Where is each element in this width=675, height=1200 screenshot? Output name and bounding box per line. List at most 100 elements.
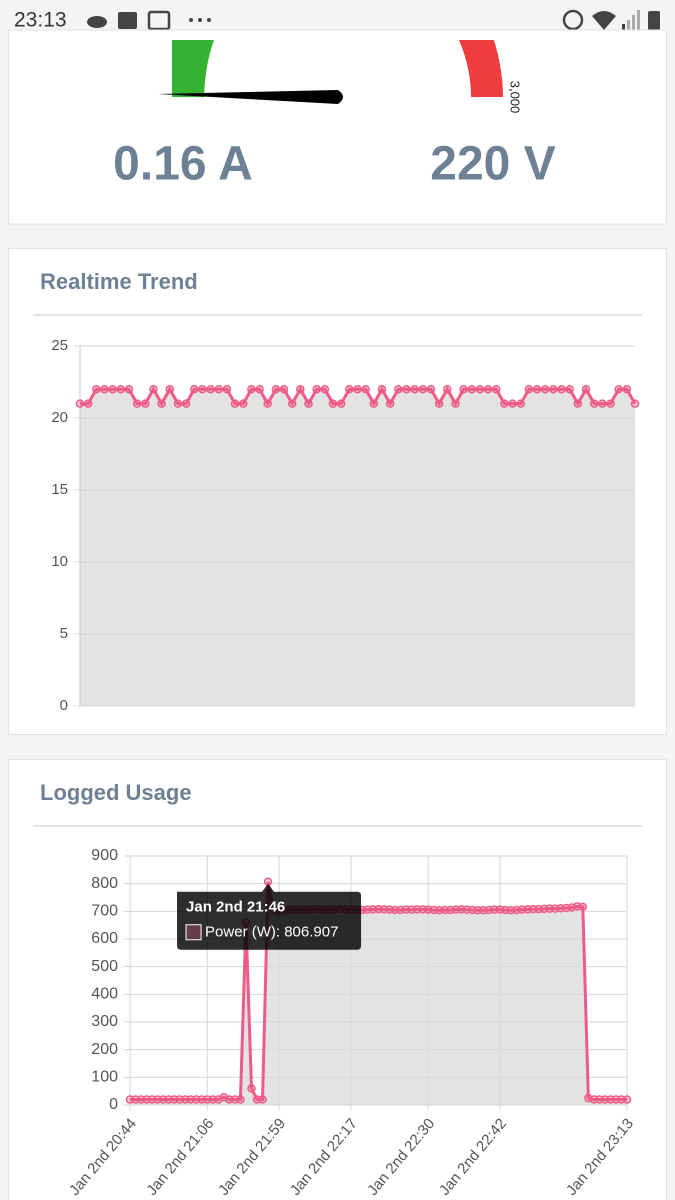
gauge-needle (158, 90, 343, 104)
point (467, 384, 477, 394)
point (549, 384, 558, 394)
point (312, 384, 321, 394)
gauge-value: 0.16 A (113, 138, 253, 191)
point (165, 384, 175, 394)
point (475, 384, 485, 394)
point (236, 1095, 245, 1104)
point (426, 384, 436, 394)
point (271, 384, 281, 394)
line (80, 386, 637, 407)
point (532, 384, 542, 394)
point (92, 384, 101, 394)
point (573, 399, 583, 408)
status-icons (87, 9, 660, 31)
point (385, 399, 395, 408)
point (173, 399, 183, 408)
point (296, 384, 305, 394)
point (524, 384, 534, 394)
point (320, 384, 330, 394)
point (230, 399, 240, 408)
y-tick-label: 500 (91, 958, 118, 975)
point (83, 399, 93, 408)
y-tick-label: 100 (91, 1069, 118, 1086)
point (581, 384, 591, 394)
point (132, 399, 142, 408)
y-tick-label: 10 (51, 553, 68, 570)
tooltip-title: Jan 2nd 21:46 (186, 899, 285, 916)
point (410, 384, 419, 394)
gauge-card (8, 29, 667, 225)
point (198, 384, 207, 394)
tooltip-swatch (185, 924, 202, 941)
point (190, 384, 199, 394)
y-tick-label: 20 (51, 409, 68, 426)
point (516, 399, 525, 408)
point (247, 384, 256, 394)
y-tick-label: 400 (91, 986, 118, 1003)
point (100, 384, 109, 394)
y-tick-label: 5 (60, 625, 68, 642)
point (361, 384, 370, 394)
point (459, 384, 468, 394)
y-tick-label: 900 (91, 847, 118, 864)
point (157, 399, 166, 408)
point (622, 1095, 632, 1104)
chart-title: Logged Usage (40, 780, 192, 805)
point (238, 399, 248, 408)
point (304, 399, 313, 408)
point (206, 384, 215, 394)
point (606, 399, 615, 408)
point (614, 384, 623, 394)
point (287, 399, 297, 408)
area (80, 389, 635, 706)
point (508, 399, 517, 408)
y-tick-label: 15 (51, 481, 68, 498)
point (222, 384, 232, 394)
point (247, 1084, 256, 1093)
point (353, 384, 362, 394)
point (589, 399, 599, 408)
point (345, 384, 354, 394)
point (500, 399, 509, 408)
y-tick-label: 300 (91, 1013, 118, 1030)
gauge-arc (172, 40, 214, 97)
point (116, 384, 126, 394)
y-tick-label: 25 (51, 337, 68, 354)
point (598, 399, 607, 408)
point (336, 399, 346, 408)
y-tick-label: 700 (91, 903, 118, 920)
point (255, 384, 264, 394)
point (578, 902, 588, 912)
gauge-max-label: 3,000 (508, 81, 523, 114)
y-tick-label: 800 (91, 875, 118, 892)
point (451, 399, 460, 408)
point (434, 399, 444, 408)
point (369, 399, 379, 408)
point (75, 399, 85, 408)
point (557, 384, 566, 394)
gauge-arc (459, 40, 503, 97)
y-tick-label: 0 (109, 1096, 118, 1113)
point (483, 384, 493, 394)
chart-title: Realtime Trend (40, 269, 198, 294)
point (124, 384, 134, 394)
point (263, 399, 272, 408)
point (149, 384, 158, 394)
point (141, 399, 150, 408)
tooltip: Jan 2nd 21:46 Power (W): 806.907 (177, 883, 362, 950)
tooltip-box (177, 883, 362, 950)
point (402, 384, 411, 394)
point (214, 384, 223, 394)
point (622, 384, 632, 394)
y-tick-label: 200 (91, 1041, 118, 1058)
point (377, 384, 387, 394)
point (565, 384, 574, 394)
point (328, 399, 338, 408)
point (443, 384, 452, 394)
tooltip-label: Power (W): 806.907 (205, 924, 338, 941)
point (394, 384, 403, 394)
point (181, 399, 191, 408)
gauge-value: 220 V (430, 138, 555, 191)
point (108, 384, 117, 394)
